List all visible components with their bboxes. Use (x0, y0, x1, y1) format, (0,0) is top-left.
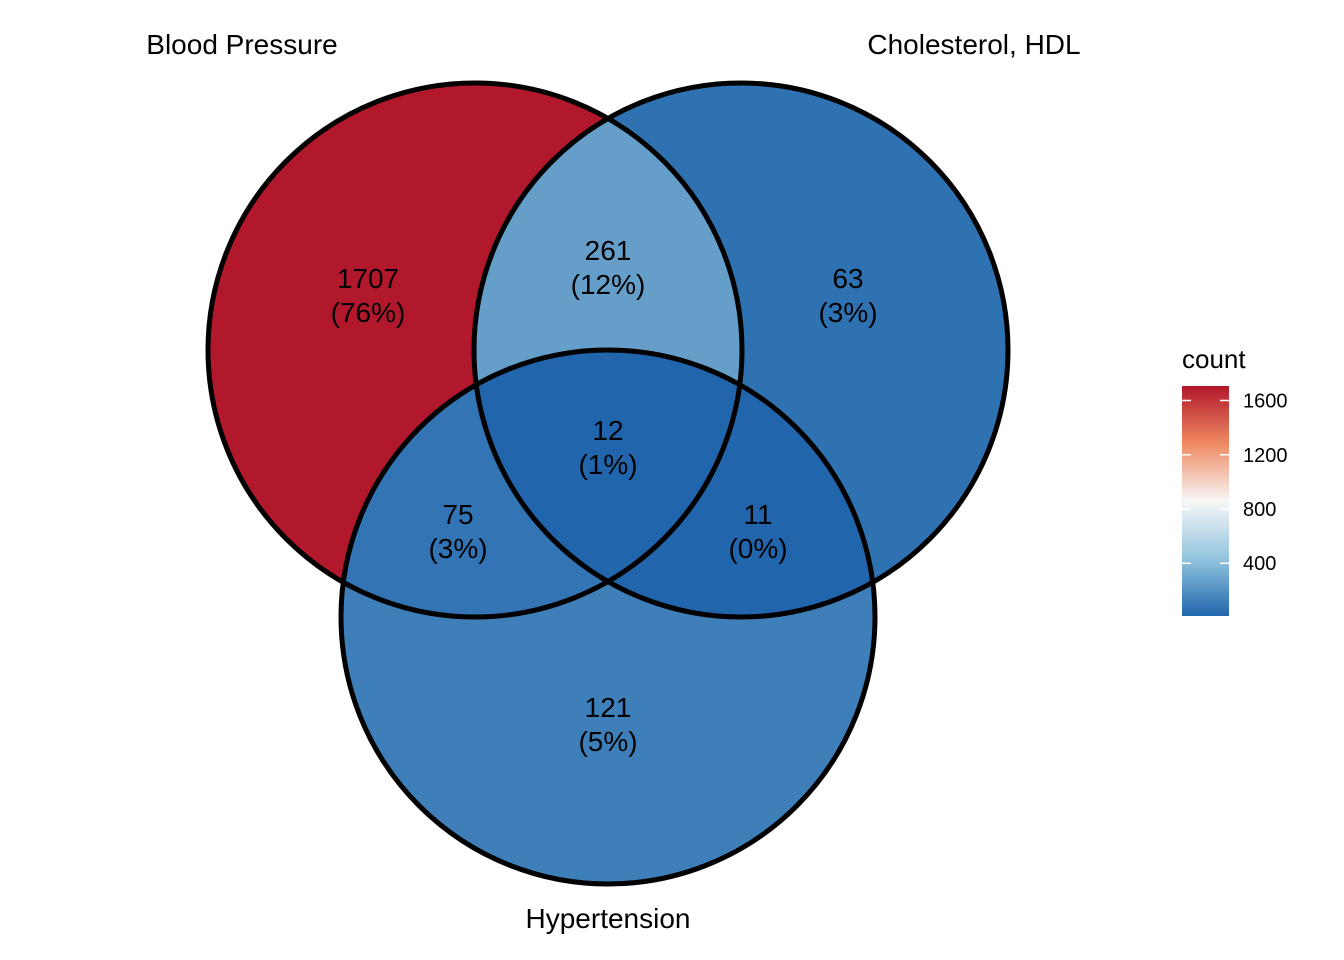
region-pct-ht-only: (5%) (578, 726, 637, 757)
region-pct-all: (1%) (578, 449, 637, 480)
region-count-bp-only: 1707 (337, 263, 399, 294)
legend: count 1600 1200 800 400 (1182, 344, 1288, 616)
set-label-blood-pressure: Blood Pressure (146, 29, 337, 60)
region-pct-hdl-only: (3%) (818, 297, 877, 328)
region-pct-bp-ht: (3%) (428, 533, 487, 564)
region-count-bp-ht: 75 (442, 499, 473, 530)
set-outlines (205, 80, 1011, 887)
region-count-hdl-ht: 11 (743, 499, 772, 530)
circle-cholesterol-hdl (471, 80, 1011, 620)
region-count-bp-hdl: 261 (585, 235, 632, 266)
set-label-hypertension: Hypertension (526, 903, 691, 934)
legend-tick-label: 800 (1243, 499, 1276, 521)
region-fills (208, 83, 1008, 884)
region-pct-bp-hdl: (12%) (571, 269, 646, 300)
set-label-cholesterol-hdl: Cholesterol, HDL (867, 29, 1080, 60)
region-count-all: 12 (592, 415, 623, 446)
region-count-ht-only: 121 (585, 692, 632, 723)
legend-ticks: 1600 1200 800 400 (1182, 391, 1288, 575)
legend-colorbar (1182, 386, 1229, 616)
legend-tick-label: 400 (1243, 553, 1276, 575)
legend-title: count (1182, 344, 1246, 374)
circle-hypertension (338, 347, 878, 887)
region-pct-hdl-ht: (0%) (728, 533, 787, 564)
circle-blood-pressure (205, 80, 745, 620)
legend-tick-label: 1200 (1243, 445, 1288, 467)
region-pct-bp-only: (76%) (331, 297, 406, 328)
region-count-hdl-only: 63 (832, 263, 863, 294)
legend-tick-label: 1600 (1243, 391, 1288, 413)
region-labels: 1707 (76%) 261 (12%) 63 (3%) 12 (1%) 75 … (331, 235, 878, 757)
